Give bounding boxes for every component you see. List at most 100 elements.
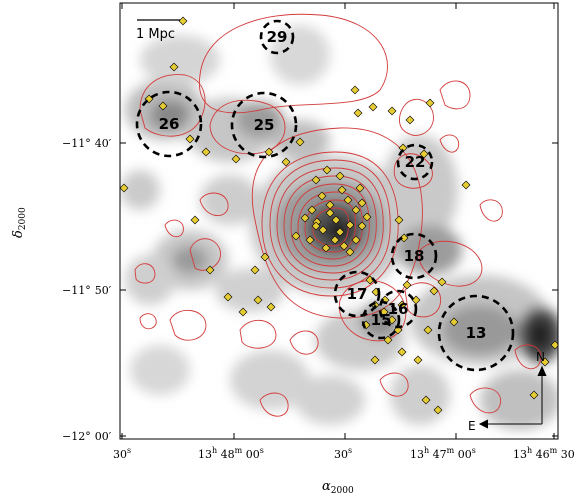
galaxy-marker xyxy=(423,325,433,335)
galaxy-marker xyxy=(238,307,248,317)
galaxy-marker xyxy=(120,183,129,193)
galaxy-marker xyxy=(433,405,443,415)
cluster-label-17: 17 xyxy=(347,285,368,303)
x-tick-label-5: 13h 46m 30 xyxy=(513,446,575,461)
galaxy-marker xyxy=(335,171,345,181)
compass xyxy=(478,365,547,429)
galaxy-marker xyxy=(362,212,372,222)
y-tick-label-1: −11° 40′ xyxy=(62,137,112,150)
galaxy-marker xyxy=(449,317,459,327)
cluster-label-22: 22 xyxy=(405,153,426,171)
axis-ticks xyxy=(120,3,558,439)
galaxy-marker xyxy=(413,355,423,365)
cluster-label-16: 16 xyxy=(388,300,409,318)
galaxy-marker xyxy=(322,165,332,175)
galaxy-marker xyxy=(325,200,335,210)
cluster-label-15: 15 xyxy=(371,311,392,329)
galaxy-marker xyxy=(185,134,195,144)
plot-frame xyxy=(119,2,559,440)
x-axis-title: α2000 xyxy=(322,479,354,496)
galaxy-marker xyxy=(335,227,345,237)
y-axis-title: δ2000 xyxy=(11,207,28,238)
galaxy-marker xyxy=(387,315,397,325)
galaxy-marker xyxy=(281,157,291,167)
cluster-label-18: 18 xyxy=(404,247,425,265)
galaxy-marker xyxy=(178,16,188,26)
cluster-label-25: 25 xyxy=(254,116,275,134)
galaxy-marker xyxy=(223,292,233,302)
x-tick-label-1: 30s xyxy=(113,446,131,461)
galaxy-marker xyxy=(351,205,361,215)
galaxy-marker xyxy=(343,195,353,205)
galaxy-marker xyxy=(311,221,321,231)
cluster-circle-29 xyxy=(259,19,295,55)
galaxy-marker xyxy=(402,280,412,290)
x-tick-label-3: 30s xyxy=(334,446,352,461)
galaxy-marker xyxy=(330,235,340,245)
galaxy-marker xyxy=(421,395,431,405)
cluster-circle-13 xyxy=(437,294,515,372)
x-tick-label-2: 13h 48m 00s xyxy=(198,446,264,461)
galaxy-marker xyxy=(339,241,349,251)
galaxy-marker xyxy=(300,213,310,223)
galaxy-marker xyxy=(311,175,321,185)
galaxy-marker xyxy=(405,115,415,125)
xray-contours xyxy=(134,13,542,417)
galaxy-marker xyxy=(387,106,397,116)
galaxy-marker xyxy=(419,149,429,159)
galaxy-markers xyxy=(120,16,558,415)
galaxy-marker xyxy=(331,215,341,225)
galaxy-marker xyxy=(429,286,439,296)
galaxy-marker xyxy=(264,147,274,157)
x-tick-label-4: 13h 47m 00s xyxy=(410,446,476,461)
galaxy-marker xyxy=(398,143,408,153)
cluster-label-29: 29 xyxy=(267,28,288,46)
scale-bar-label: 1 Mpc xyxy=(136,27,175,42)
compass-east-label: E xyxy=(468,419,476,433)
galaxy-marker xyxy=(201,147,211,157)
galaxy-marker xyxy=(190,215,200,225)
cluster-circle-25 xyxy=(230,91,298,159)
galaxy-marker xyxy=(318,225,328,235)
galaxy-marker xyxy=(321,243,331,253)
galaxy-marker xyxy=(325,208,335,218)
galaxy-marker xyxy=(345,220,355,230)
galaxy-marker xyxy=(351,235,361,245)
cluster-label-26: 26 xyxy=(159,115,180,133)
galaxy-marker xyxy=(205,265,215,275)
y-tick-label-2: −11° 50′ xyxy=(62,284,112,297)
galaxy-marker xyxy=(295,137,305,147)
galaxy-marker xyxy=(350,85,360,95)
galaxy-marker xyxy=(307,205,317,215)
galaxy-marker xyxy=(337,185,347,195)
cluster-circle-22 xyxy=(396,143,434,181)
galaxy-marker xyxy=(383,335,393,345)
cluster-circle-15 xyxy=(361,300,401,340)
galaxy-marker xyxy=(291,231,301,241)
galaxy-marker xyxy=(260,252,270,262)
galaxy-marker xyxy=(370,355,380,365)
galaxy-marker xyxy=(437,277,447,287)
galaxy-marker xyxy=(355,183,365,193)
galaxy-marker xyxy=(461,180,471,190)
compass-north-label: N xyxy=(536,350,545,364)
cluster-circle-18 xyxy=(390,232,438,280)
galaxy-marker xyxy=(357,221,367,231)
galaxy-marker xyxy=(231,154,241,164)
galaxy-marker xyxy=(397,300,407,310)
y-tick-label-3: −12° 00′ xyxy=(62,430,112,443)
galaxy-marker xyxy=(169,62,179,72)
galaxy-marker xyxy=(540,357,550,367)
galaxy-marker xyxy=(253,295,263,305)
galaxy-marker xyxy=(250,265,260,275)
cluster-label-13: 13 xyxy=(466,324,487,342)
scale-bar: 1 Mpc xyxy=(136,19,180,42)
cluster-circle-26 xyxy=(135,90,203,158)
galaxy-marker xyxy=(397,347,407,357)
galaxy-marker xyxy=(368,102,378,112)
galaxy-marker xyxy=(529,390,539,400)
density-map xyxy=(120,25,558,430)
galaxy-marker xyxy=(357,198,367,208)
